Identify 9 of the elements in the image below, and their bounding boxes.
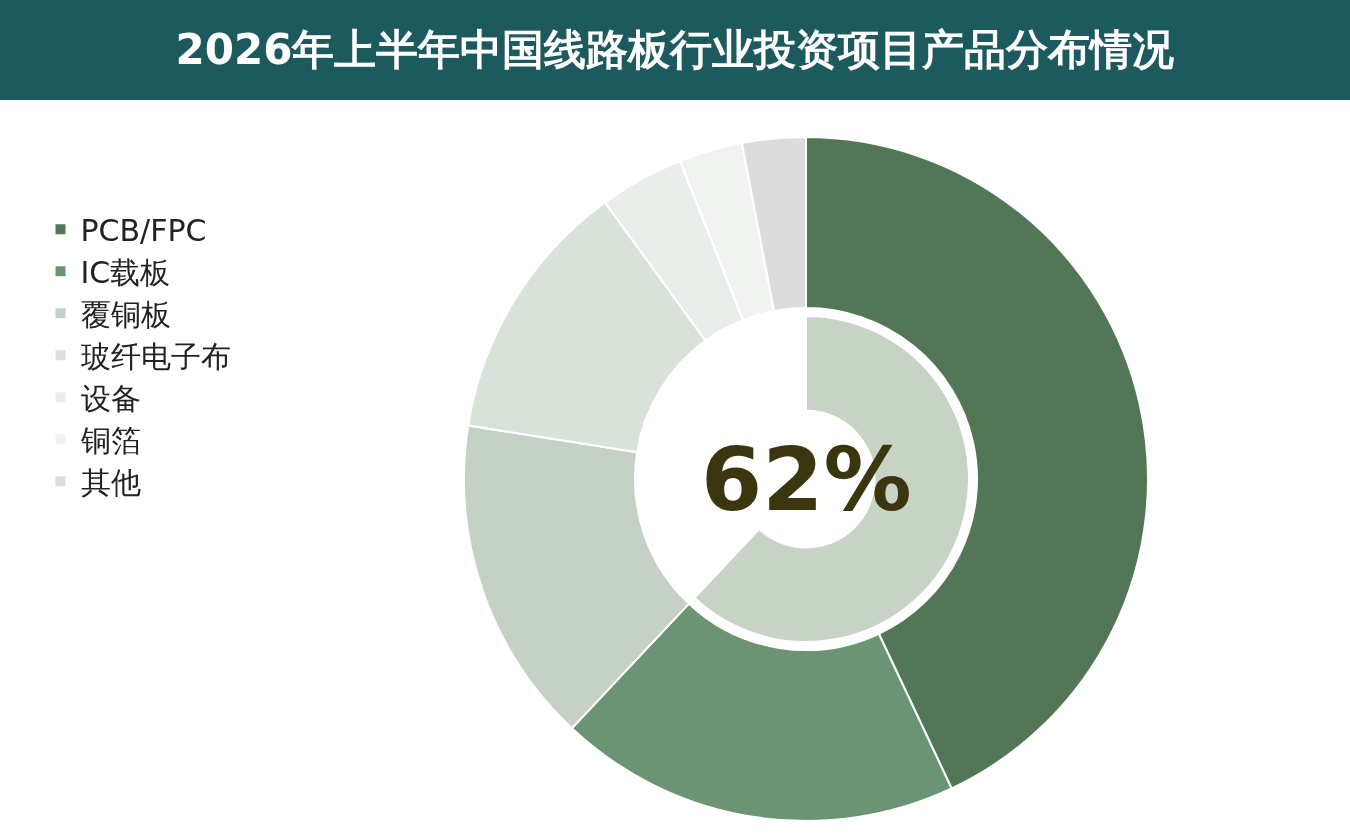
legend-label: PCB/FPC (80, 213, 207, 249)
legend-label: 设备 (80, 381, 141, 417)
legend-label: IC载板 (80, 255, 171, 291)
text: 62% (701, 428, 912, 531)
legend-label: 覆铜板 (80, 297, 171, 333)
chart-title: 2026年上半年中国线路板行业投资项目产品分布情况 (0, 0, 1350, 100)
legend-label: 铜箔 (79, 423, 141, 459)
legend-label: 玻纤电子布 (80, 339, 231, 375)
legend-label: 其他 (80, 465, 141, 501)
